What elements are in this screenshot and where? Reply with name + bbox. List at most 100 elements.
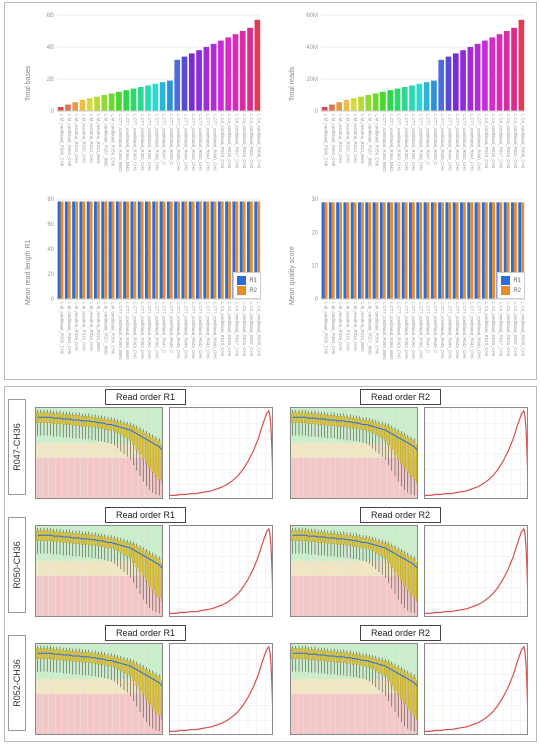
svg-text:60M: 60M (306, 13, 318, 19)
svg-text:40: 40 (47, 247, 54, 253)
svg-text:L.CT7_cordblood_R360_CH6: L.CT7_cordblood_R360_CH6 (418, 302, 423, 359)
sample-label: R047-CH36 (12, 423, 22, 471)
svg-text:L.CT7_cordblood_R365_BMD: L.CT7_cordblood_R365_BMD (118, 114, 123, 172)
svg-text:L.CT7_cordblood_R361_CH6: L.CT7_cordblood_R361_CH6 (147, 114, 152, 171)
dist-chart-right (424, 407, 528, 499)
svg-text:L.M_cordblood_R395_CH6: L.M_cordblood_R395_CH6 (60, 114, 65, 167)
svg-text:L.M_resubno_R315_CH6: L.M_resubno_R315_CH6 (82, 114, 87, 163)
read-order-label-left: Read order R1 (105, 389, 186, 405)
svg-top-left: 02B4B6BL.M_cordblood_R395_CH6L.M_cordblo… (35, 11, 265, 183)
svg-text:L.CT7_cordblood_R361_CH6: L.CT7_cordblood_R361_CH6 (411, 114, 416, 171)
svg-text:L.C4_cordblood_R019_CH6: L.C4_cordblood_R019_CH6 (484, 114, 489, 169)
legend-label-r1: R1 (249, 278, 257, 284)
svg-text:L.CT7_cordblood_R364_BMD: L.CT7_cordblood_R364_BMD (125, 114, 130, 172)
legend-swatch-r2 (237, 286, 246, 295)
svg-text:L.M_resubno_R315_CH6: L.M_resubno_R315_CH6 (346, 114, 351, 163)
svg-text:L.C4_cordblood_R016_CH6: L.C4_cordblood_R016_CH6 (242, 114, 247, 169)
svg-text:L.CT7_cordblood_R043_CH6: L.CT7_cordblood_R043_CH6 (455, 114, 460, 171)
svg-text:L.CT7_cordblood_R040_CH6: L.CT7_cordblood_R040_CH6 (477, 114, 482, 171)
svg-text:L.M_resubno_R316_CH6: L.M_resubno_R316_CH6 (74, 114, 79, 163)
svg-text:L.M_resubno_R314_CH6: L.M_resubno_R314_CH6 (353, 114, 358, 163)
svg-text:L.CT7_cordblood_R041_CH6: L.CT7_cordblood_R041_CH6 (469, 302, 474, 359)
svg-text:L.M_cordblood_R156_CH6: L.M_cordblood_R156_CH6 (111, 114, 116, 167)
svg-text:0: 0 (315, 109, 319, 115)
svg-text:L.CT7_cordblood_R365_BMD: L.CT7_cordblood_R365_BMD (382, 302, 387, 360)
ylabel-top-right: Total reads (289, 67, 296, 101)
svg-text:0: 0 (51, 297, 55, 303)
svg-text:L.C4_cordblood_R017_CH6: L.C4_cordblood_R017_CH6 (499, 302, 504, 357)
svg-text:L.CT7_cordblood_R365_BMD: L.CT7_cordblood_R365_BMD (382, 114, 387, 172)
svg-text:L.CT7_cordblood_R044_CH6: L.CT7_cordblood_R044_CH6 (184, 114, 189, 171)
svg-text:L.CT7_cordblood_R363_CH6: L.CT7_cordblood_R363_CH6 (397, 114, 402, 171)
svg-text:L.M_resubno_R313_BMD: L.M_resubno_R313_BMD (360, 302, 365, 352)
read-order-label-right: Read order R2 (360, 507, 441, 523)
chart-top-right: Total reads 020M40M60ML.M_cordblood_R395… (299, 11, 529, 183)
legend-swatch-r1 (237, 276, 246, 285)
svg-text:L.M_cordblood_R395_CH6: L.M_cordblood_R395_CH6 (324, 302, 329, 355)
sample-label-box: R052-CH36 (8, 635, 26, 731)
svg-text:10: 10 (311, 264, 318, 270)
svg-text:L.M_resubno_R313_BMD: L.M_resubno_R313_BMD (96, 302, 101, 352)
svg-text:L.CT7_cordblood_R042_CH6: L.CT7_cordblood_R042_CH6 (462, 114, 467, 171)
svg-text:L.CT7_cordblood_R041_CH6: L.CT7_cordblood_R041_CH6 (205, 302, 210, 359)
svg-text:L.CT7_cordblood_R045_CH6: L.CT7_cordblood_R045_CH6 (440, 114, 445, 171)
svg-text:L.M_cordblood_R394_CH6: L.M_cordblood_R394_CH6 (331, 302, 336, 355)
svg-text:60: 60 (47, 222, 54, 228)
dist-chart-right (424, 643, 528, 735)
legend-bottom-right: R1 R2 (497, 272, 525, 299)
ylabel-bottom-left: Mean read length R1 (25, 240, 32, 305)
svg-text:L.M_cordblood_R156_CH6: L.M_cordblood_R156_CH6 (111, 302, 116, 355)
svg-text:L.C4_cordblood_R018_CH6: L.C4_cordblood_R018_CH6 (491, 302, 496, 357)
svg-text:L.CT7_cordblood_R364_BMD: L.CT7_cordblood_R364_BMD (389, 302, 394, 360)
svg-text:L.M_cordblood_R394_CH6: L.M_cordblood_R394_CH6 (331, 114, 336, 167)
svg-text:L.C4_cordblood_R037_CH6: L.C4_cordblood_R037_CH6 (513, 114, 518, 169)
read-order-label-left: Read order R1 (105, 507, 186, 523)
svg-text:L.C4_cordblood_R016_CH6: L.C4_cordblood_R016_CH6 (506, 114, 511, 169)
dist-chart-left (169, 525, 273, 617)
legend-bottom-left: R1 R2 (233, 272, 261, 299)
svg-text:L.CT7_cordblood_R043_CH6: L.CT7_cordblood_R043_CH6 (191, 114, 196, 171)
sample-label-box: R050-CH36 (8, 517, 26, 613)
svg-text:L.CT7_cordblood_R361_CH6: L.CT7_cordblood_R361_CH6 (411, 302, 416, 359)
chart-bottom-left: Mean read length R1 020406080L.M_cordblo… (35, 195, 265, 373)
read-order-label-right: Read order R2 (360, 389, 441, 405)
svg-text:L.M_resubno_R313_BMD: L.M_resubno_R313_BMD (96, 114, 101, 164)
sample-row-2: R052-CH36Read order R1Read order R2 (5, 625, 536, 743)
svg-text:80: 80 (47, 197, 54, 203)
svg-text:L.CT7_cordblood_R044_CH6: L.CT7_cordblood_R044_CH6 (448, 302, 453, 359)
legend-label-r2b: R2 (513, 288, 521, 294)
svg-text:0: 0 (315, 297, 319, 303)
svg-text:L.CT7_cordblood_R042_CH6: L.CT7_cordblood_R042_CH6 (462, 302, 467, 359)
svg-text:L.C4_cordblood_R037_CH6: L.C4_cordblood_R037_CH6 (513, 302, 518, 357)
sample-label: R052-CH36 (12, 659, 22, 707)
chart-top-left: Total bases 02B4B6BL.M_cordblood_R395_CH… (35, 11, 265, 183)
svg-text:L.M_cordblood_R157_BMD: L.M_cordblood_R157_BMD (367, 114, 372, 167)
svg-text:L.C4_cordblood_R038_CH6: L.C4_cordblood_R038_CH6 (256, 302, 261, 357)
bottom-panel: R047-CH36Read order R1Read order R2R050-… (4, 386, 537, 742)
sample-row-1: R050-CH36 Read order R1 Read order R2 (5, 507, 536, 625)
svg-text:L.CT7_cordblood_R362_CH6: L.CT7_cordblood_R362_CH6 (140, 302, 145, 359)
svg-text:L.M_cordblood_R395_CH6: L.M_cordblood_R395_CH6 (60, 302, 65, 355)
svg-text:40M: 40M (306, 45, 318, 51)
chart-bottom-right: Mean quality score 0102030L.M_cordblood_… (299, 195, 529, 373)
svg-text:2B: 2B (47, 77, 54, 83)
svg-text:L.CT7_cordblood_R040_CH6: L.CT7_cordblood_R040_CH6 (477, 302, 482, 359)
svg-text:L.CT7_cordblood_R045_CH6: L.CT7_cordblood_R045_CH6 (176, 302, 181, 359)
svg-text:L.CT7_cordblood_R363_CH6: L.CT7_cordblood_R363_CH6 (133, 114, 138, 171)
quality-chart-left (35, 643, 163, 735)
svg-text:L.M_cordblood_R394_CH6: L.M_cordblood_R394_CH6 (67, 114, 72, 167)
sample-row-0: R047-CH36 Read order R1 Read order R2 (5, 389, 536, 507)
svg-text:L.CT7_cordblood_R043_CH6: L.CT7_cordblood_R043_CH6 (455, 302, 460, 359)
svg-text:L.CT7_cordblood_R045_CH6: L.CT7_cordblood_R045_CH6 (176, 114, 181, 171)
svg-text:L.CT7_cordblood_R361_CH6: L.CT7_cordblood_R361_CH6 (147, 302, 152, 359)
svg-text:L.C4_cordblood_R037_CH6: L.C4_cordblood_R037_CH6 (249, 114, 254, 169)
svg-text:L.CT7_cordblood_R360_CH6: L.CT7_cordblood_R360_CH6 (418, 114, 423, 171)
svg-text:L.M_cordblood_R156_CH6: L.M_cordblood_R156_CH6 (375, 302, 380, 355)
svg-text:L.CT7_cordblood_R363_CH6: L.CT7_cordblood_R363_CH6 (133, 302, 138, 359)
svg-text:L.C4_cordblood_R019_CH6: L.C4_cordblood_R019_CH6 (220, 114, 225, 169)
svg-text:L.CT7_cordblood_R042_CH6: L.CT7_cordblood_R042_CH6 (198, 302, 203, 359)
svg-text:L.C4_cordblood_R019_CH6: L.C4_cordblood_R019_CH6 (220, 302, 225, 357)
svg-text:L.C4_cordblood_R038_CH6: L.C4_cordblood_R038_CH6 (256, 114, 261, 169)
svg-text:20: 20 (47, 272, 54, 278)
svg-text:L.M_cordblood_R157_BMD: L.M_cordblood_R157_BMD (103, 302, 108, 355)
